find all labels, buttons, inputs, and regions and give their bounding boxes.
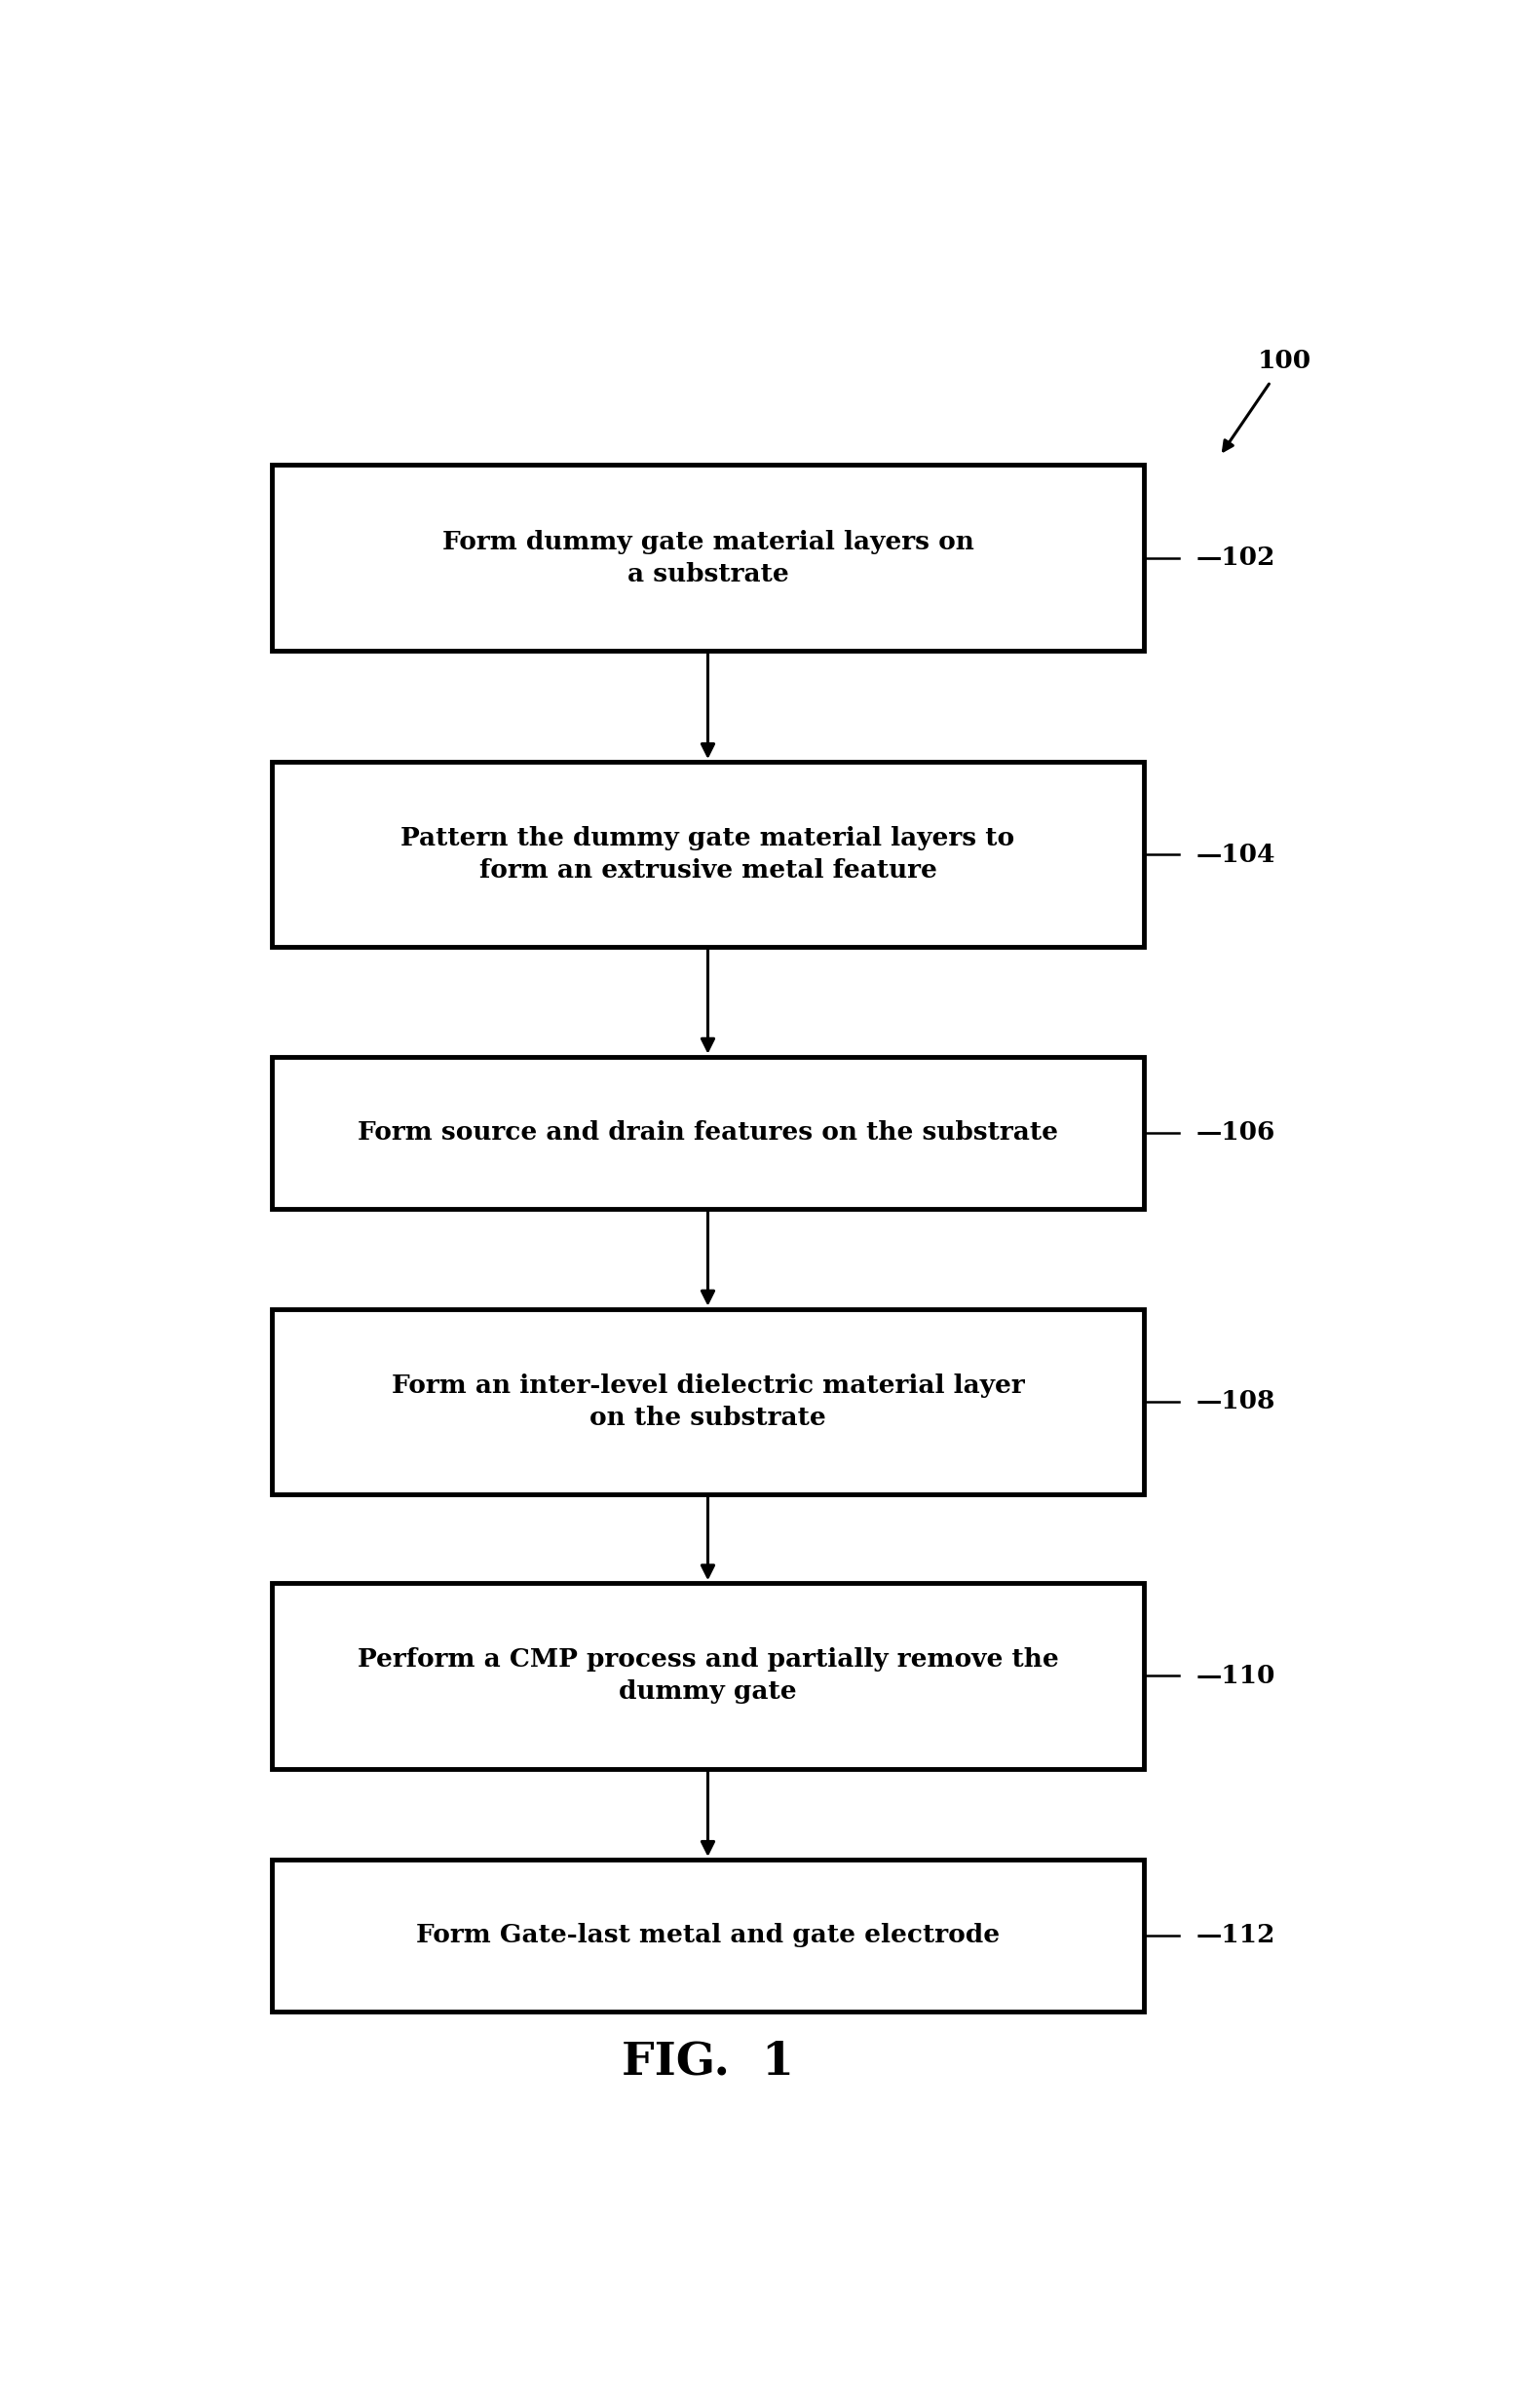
Text: —108: —108 [1197, 1389, 1276, 1413]
Bar [272, 761, 1144, 946]
Text: —112: —112 [1197, 1924, 1276, 1948]
Text: Form an inter-level dielectric material layer
on the substrate: Form an inter-level dielectric material … [392, 1373, 1024, 1430]
Bar [272, 1859, 1144, 2011]
Bar [272, 1582, 1144, 1767]
Text: Form Gate-last metal and gate electrode: Form Gate-last metal and gate electrode [416, 1924, 1000, 1948]
Bar [272, 465, 1144, 650]
Text: 100: 100 [1258, 349, 1311, 373]
Text: FIG.  1: FIG. 1 [621, 2040, 794, 2083]
Bar [272, 1308, 1144, 1493]
Text: —102: —102 [1197, 547, 1276, 571]
Text: Form source and drain features on the substrate: Form source and drain features on the su… [357, 1120, 1059, 1144]
Text: —104: —104 [1197, 843, 1276, 867]
Text: Pattern the dummy gate material layers to
form an extrusive metal feature: Pattern the dummy gate material layers t… [401, 826, 1015, 884]
Bar [272, 1057, 1144, 1209]
Text: —106: —106 [1197, 1120, 1276, 1144]
Text: Form dummy gate material layers on
a substrate: Form dummy gate material layers on a sub… [442, 530, 974, 585]
Text: Perform a CMP process and partially remove the
dummy gate: Perform a CMP process and partially remo… [357, 1647, 1059, 1705]
Text: —110: —110 [1197, 1664, 1276, 1688]
